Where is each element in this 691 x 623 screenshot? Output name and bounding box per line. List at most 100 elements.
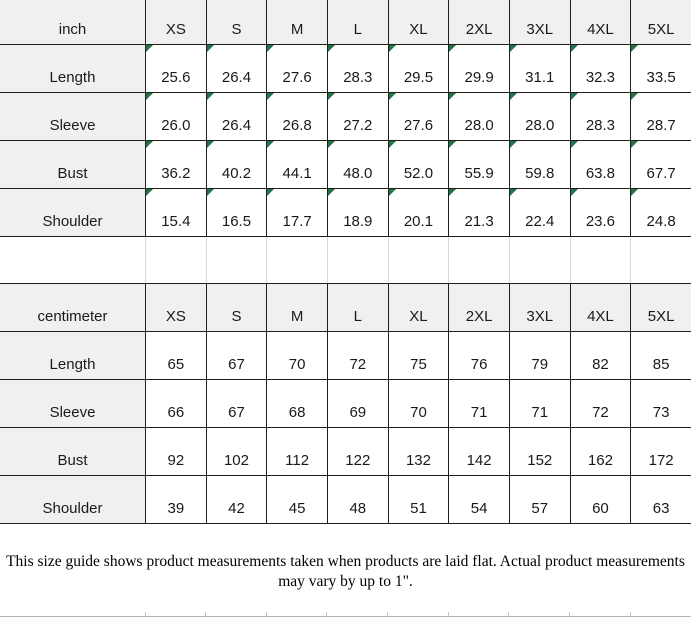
value-cell: 15.4 [145, 188, 207, 237]
comment-indicator-icon [328, 93, 335, 100]
value-cell: 48.0 [326, 140, 389, 189]
comment-indicator-icon [449, 93, 457, 100]
size-header-xl: XL [387, 283, 450, 332]
value-cell: 20.1 [387, 188, 450, 237]
value-cell: 73 [630, 379, 691, 428]
value-cell: 82 [569, 331, 632, 380]
value-cell: 23.6 [569, 188, 632, 237]
comment-indicator-icon [631, 93, 639, 100]
size-header-m: M [266, 283, 328, 332]
comment-indicator-icon [389, 189, 396, 196]
comment-indicator-icon [631, 45, 639, 52]
value-cell: 142 [448, 427, 510, 476]
comment-indicator-icon [207, 141, 214, 148]
measurement-row-sleeve: Sleeve 66 67 68 69 70 71 71 72 73 [0, 379, 691, 428]
size-header-xs: XS [145, 283, 207, 332]
size-header-2xl: 2XL [448, 0, 510, 45]
separator-cell [630, 236, 691, 284]
comment-indicator-icon [207, 189, 214, 196]
value-cell: 36.2 [145, 140, 207, 189]
value-cell: 85 [630, 331, 691, 380]
value-cell: 76 [448, 331, 510, 380]
value-cell: 26.0 [145, 92, 207, 141]
comment-indicator-icon [389, 93, 396, 100]
comment-indicator-icon [571, 189, 578, 196]
table-body: inch XS S M L XL 2XL 3XL 4XL 5XL Length 25.6 26.4 27.… [0, 0, 691, 524]
value-cell: 22.4 [508, 188, 571, 237]
value-cell: 162 [569, 427, 632, 476]
comment-indicator-icon [207, 45, 214, 52]
comment-indicator-icon [146, 141, 153, 148]
value-cell: 79 [508, 331, 571, 380]
measurement-row-sleeve: Sleeve 26.0 26.4 26.8 27.2 27.6 28.0 28.0 28.3 28… [0, 92, 691, 141]
separator-cell [145, 236, 207, 284]
value-cell: 32.3 [569, 44, 632, 93]
value-cell: 25.6 [145, 44, 207, 93]
value-cell: 40.2 [205, 140, 268, 189]
size-header-xs: XS [145, 0, 207, 45]
comment-indicator-icon [631, 141, 639, 148]
separator-cell [326, 236, 389, 284]
column-boundary-tick [145, 612, 146, 616]
value-cell: 71 [448, 379, 510, 428]
row-label: Shoulder [0, 188, 146, 237]
comment-indicator-icon [328, 141, 335, 148]
value-cell: 31.1 [508, 44, 571, 93]
row-label: Shoulder [0, 475, 146, 524]
comment-indicator-icon [267, 189, 275, 196]
comment-indicator-icon [449, 141, 457, 148]
comment-indicator-icon [328, 45, 335, 52]
value-cell: 55.9 [448, 140, 510, 189]
comment-indicator-icon [146, 45, 153, 52]
size-guide-table: inch XS S M L XL 2XL 3XL 4XL 5XL Length 25.6 26.4 27.… [0, 0, 691, 524]
value-cell: 172 [630, 427, 691, 476]
value-cell: 29.9 [448, 44, 510, 93]
column-boundary-tick [630, 612, 631, 616]
value-cell: 63 [630, 475, 691, 524]
value-cell: 28.0 [448, 92, 510, 141]
value-cell: 42 [205, 475, 268, 524]
comment-indicator-icon [449, 45, 457, 52]
value-cell: 66 [145, 379, 207, 428]
size-header-3xl: 3XL [508, 0, 571, 45]
comment-indicator-icon [267, 45, 275, 52]
size-header-row: centimeter XS S M L XL 2XL 3XL 4XL 5XL [0, 283, 691, 332]
value-cell: 45 [266, 475, 328, 524]
value-cell: 26.4 [205, 44, 268, 93]
measurement-row-bust: Bust 92 102 112 122 132 142 152 162 172 [0, 427, 691, 476]
value-cell: 27.6 [266, 44, 328, 93]
separator-row [0, 236, 691, 284]
value-cell: 48 [326, 475, 389, 524]
unit-label-centimeter: centimeter [0, 283, 146, 332]
value-cell: 59.8 [508, 140, 571, 189]
separator-cell [387, 236, 450, 284]
value-cell: 26.4 [205, 92, 268, 141]
separator-cell [569, 236, 632, 284]
value-cell: 63.8 [569, 140, 632, 189]
value-cell: 57 [508, 475, 571, 524]
row-label: Bust [0, 427, 146, 476]
size-header-4xl: 4XL [569, 0, 632, 45]
comment-indicator-icon [146, 189, 153, 196]
measurement-row-shoulder: Shoulder 39 42 45 48 51 54 57 60 63 [0, 475, 691, 524]
comment-indicator-icon [389, 45, 396, 52]
value-cell: 65 [145, 331, 207, 380]
size-header-2xl: 2XL [448, 283, 510, 332]
value-cell: 26.8 [266, 92, 328, 141]
value-cell: 16.5 [205, 188, 268, 237]
value-cell: 102 [205, 427, 268, 476]
column-boundary-tick [448, 612, 449, 616]
value-cell: 92 [145, 427, 207, 476]
comment-indicator-icon [207, 93, 214, 100]
value-cell: 122 [326, 427, 389, 476]
column-boundary-tick [508, 612, 509, 616]
size-header-xl: XL [387, 0, 450, 45]
size-header-m: M [266, 0, 328, 45]
size-header-3xl: 3XL [508, 283, 571, 332]
comment-indicator-icon [449, 189, 457, 196]
value-cell: 132 [387, 427, 450, 476]
value-cell: 75 [387, 331, 450, 380]
value-cell: 28.0 [508, 92, 571, 141]
value-cell: 18.9 [326, 188, 389, 237]
